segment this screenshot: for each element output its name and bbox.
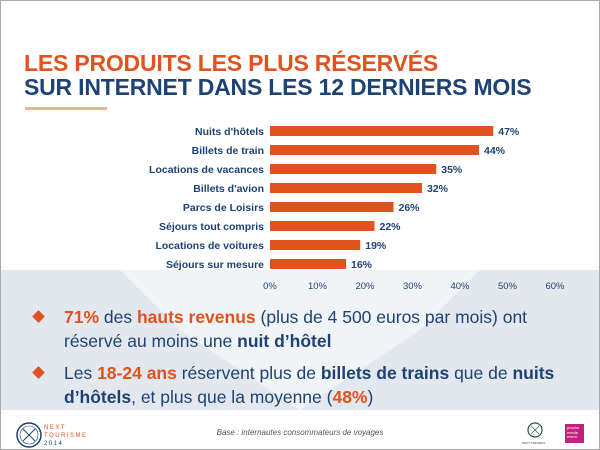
text: NEXT: [44, 425, 67, 431]
text: ): [367, 387, 374, 407]
text: 71%: [64, 307, 100, 327]
text: hauts revenus: [136, 307, 256, 327]
x-tick-label: 0%: [263, 281, 277, 292]
title-line-2: SUR INTERNET DANS LES 12 DERNIERS MOIS: [24, 74, 532, 100]
value-label: 22%: [380, 221, 402, 233]
text: nuits d’hôtels: [64, 363, 555, 407]
value-label: 32%: [427, 183, 449, 195]
text: (plus de 4 500 euros par mois) ont réser…: [64, 307, 528, 351]
category-label: Billets d'avion: [193, 183, 264, 195]
bullet-1: 71% des hauts revenus (plus de 4 500 eur…: [32, 305, 576, 353]
bar: [270, 145, 479, 155]
base-note: Base : internautes consommateurs de voya…: [216, 428, 384, 437]
bar: [270, 164, 437, 174]
text: , et plus que la moyenne (: [131, 387, 333, 407]
value-label: 44%: [484, 145, 506, 157]
proche-media-logo: proche media event: [565, 424, 584, 443]
category-label: Parcs de Loisirs: [183, 202, 264, 214]
text: que de: [449, 363, 513, 383]
text: nuit d’hôtel: [237, 331, 332, 351]
text: Les: [64, 363, 98, 383]
bar: [270, 183, 422, 193]
title-underline: [25, 107, 107, 110]
bar: [270, 221, 375, 231]
x-tick-label: 50%: [498, 281, 518, 292]
next-tourisme-logo: [16, 422, 42, 448]
x-tick-label: 10%: [308, 281, 328, 292]
category-label: Nuits d'hôtels: [195, 126, 264, 138]
value-label: 47%: [498, 126, 520, 138]
x-tick-label: 20%: [355, 281, 375, 292]
bar: [270, 259, 346, 269]
category-label: Locations de vacances: [149, 164, 264, 176]
value-label: 16%: [351, 259, 373, 271]
text: billets de trains: [320, 363, 450, 383]
value-label: 19%: [365, 240, 387, 252]
bar-chart: Nuits d'hôtels 47% Billets de train 44% Loca…: [149, 126, 565, 292]
category-label: Séjours sur mesure: [166, 259, 264, 271]
x-tick-label: 60%: [545, 281, 565, 292]
category-label: Billets de train: [192, 145, 264, 157]
text: réservent plus de: [176, 363, 321, 383]
x-tick-label: 40%: [450, 281, 470, 292]
x-tick-label: 30%: [403, 281, 423, 292]
text: 18-24 ans: [97, 363, 177, 383]
title-line-1: LES PRODUITS LES PLUS RÉSERVÉS: [24, 50, 439, 76]
category-label: Locations de voitures: [155, 240, 264, 252]
logo-text: NEXT TOURISME 2014: [44, 424, 88, 448]
bar: [270, 202, 394, 212]
value-label: 35%: [441, 164, 463, 176]
text: des: [99, 307, 137, 327]
text: 48%: [332, 387, 368, 407]
category-label: Séjours tout compris: [159, 221, 264, 233]
bar: [270, 240, 361, 250]
next-content-logo: [527, 422, 543, 438]
bar: [270, 126, 494, 136]
value-label: 26%: [399, 202, 421, 214]
text: TOURISME: [44, 433, 88, 439]
next-content-label: NEXT CONTENT: [522, 441, 546, 445]
text: 2014: [44, 441, 64, 447]
bullet-2: Les 18-24 ans réservent plus de billets …: [32, 361, 576, 409]
